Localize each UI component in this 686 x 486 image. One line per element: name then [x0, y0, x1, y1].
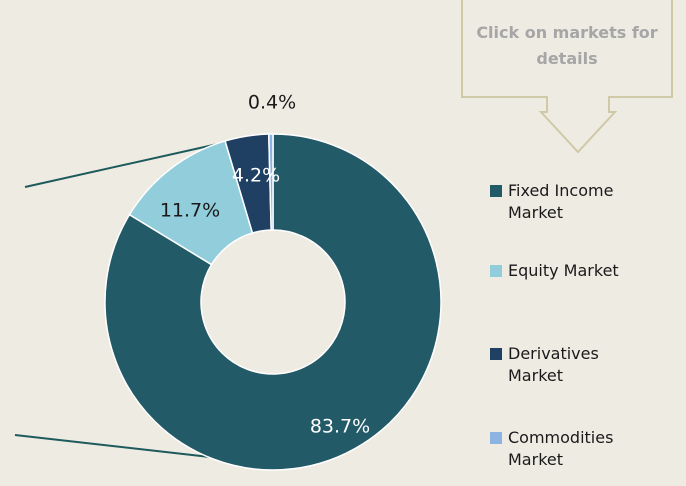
legend-item[interactable]: Commodities Market — [490, 427, 680, 471]
legend-label: Commodities Market — [508, 428, 614, 469]
legend-swatch — [490, 432, 502, 444]
data-label: 0.4% — [248, 92, 296, 114]
data-label: 11.7% — [160, 200, 220, 222]
slice[interactable] — [104, 133, 442, 471]
legend-item[interactable]: Equity Market — [490, 260, 680, 282]
slice[interactable] — [268, 133, 274, 231]
legend-label: Equity Market — [508, 261, 619, 280]
data-label: 83.7% — [310, 416, 370, 438]
legend-item[interactable]: Derivatives Market — [490, 343, 680, 387]
donut: 83.7% 11.7% 4.2% 0.4% — [104, 92, 442, 471]
legend-label: Derivatives Market — [508, 344, 599, 385]
legend-swatch — [490, 348, 502, 360]
legend-item[interactable]: Fixed Income Market — [490, 180, 680, 224]
callout-arrow — [461, 0, 673, 154]
callout-text[interactable]: Click on markets for details — [476, 23, 658, 68]
data-label: 4.2% — [232, 165, 280, 187]
legend-swatch — [490, 265, 502, 277]
legend-swatch — [490, 185, 502, 197]
legend-label: Fixed Income Market — [508, 181, 614, 222]
